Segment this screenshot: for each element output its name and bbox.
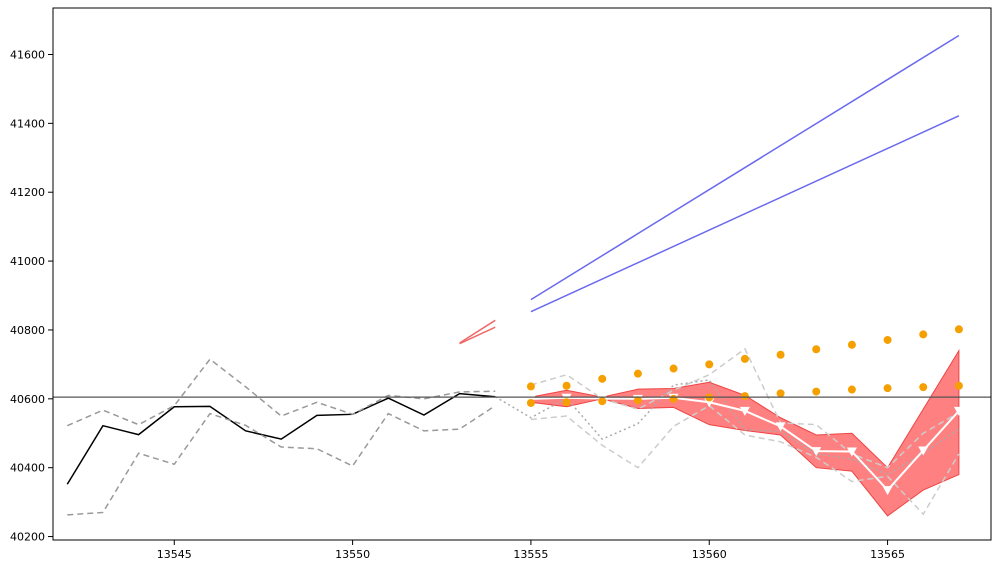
y-tick-label-41200: 41200 [10, 186, 45, 199]
series-9-line [459, 326, 496, 345]
series-11-point-9 [847, 340, 856, 349]
series-10-marker-8 [811, 447, 822, 457]
y-tick-label-41000: 41000 [10, 255, 45, 268]
y-tick-label-41600: 41600 [10, 48, 45, 61]
series-12-point-6 [740, 392, 749, 401]
series-11-point-5 [705, 360, 714, 369]
plot-area [53, 34, 991, 517]
series-12-point-11 [919, 383, 928, 392]
series-5-line [494, 379, 960, 476]
x-tick-label-13565: 13565 [870, 548, 905, 561]
y-tick-label-40400: 40400 [10, 462, 45, 475]
y-tick-label-41400: 41400 [10, 117, 45, 130]
series-8-line [459, 319, 496, 344]
series-11-point-3 [633, 369, 642, 378]
series-11-point-2 [598, 374, 607, 383]
y-tick-label-40800: 40800 [10, 324, 45, 337]
series-11-point-6 [740, 354, 749, 363]
series-10-marker-9 [846, 447, 857, 457]
series-12-point-0 [526, 398, 535, 407]
series-10-marker-6 [739, 406, 750, 416]
series-12-point-7 [776, 389, 785, 398]
series-10-marker-11 [918, 446, 929, 456]
x-tick-label-13550: 13550 [335, 548, 370, 561]
y-tick-label-40200: 40200 [10, 531, 45, 544]
series-12-point-9 [847, 385, 856, 394]
series-7-line [530, 115, 960, 313]
x-tick-label-13545: 13545 [157, 548, 192, 561]
y-tick-label-40600: 40600 [10, 393, 45, 406]
series-12-point-3 [633, 396, 642, 405]
series-10-marker-12 [953, 406, 964, 416]
series-12-point-2 [598, 397, 607, 406]
forecast-interval-band [530, 348, 960, 517]
series-12-point-12 [954, 381, 963, 390]
series-11-point-8 [812, 345, 821, 354]
series-12-point-1 [562, 398, 571, 407]
series-12-point-10 [883, 384, 892, 393]
series-12-point-8 [812, 387, 821, 396]
plot-frame [52, 7, 992, 541]
series-12-point-4 [669, 394, 678, 403]
series-11-point-7 [776, 350, 785, 359]
series-0-line [66, 392, 496, 485]
series-10-marker-7 [775, 422, 786, 432]
series-11-point-0 [526, 382, 535, 391]
axes: 13545 13550 13555 13560 13565 40200 40400 40600… [10, 48, 905, 561]
series-11-point-11 [919, 330, 928, 339]
series-10-marker-10 [882, 486, 893, 496]
x-tick-label-13560: 13560 [692, 548, 727, 561]
x-tick-label-13555: 13555 [513, 548, 548, 561]
series-11-point-12 [954, 325, 963, 334]
series-11-point-4 [669, 364, 678, 373]
series-11-point-1 [562, 381, 571, 390]
series-2-line [67, 405, 496, 516]
series-11-point-10 [883, 335, 892, 344]
series-6-line [530, 34, 960, 301]
series-4-line [530, 404, 960, 516]
